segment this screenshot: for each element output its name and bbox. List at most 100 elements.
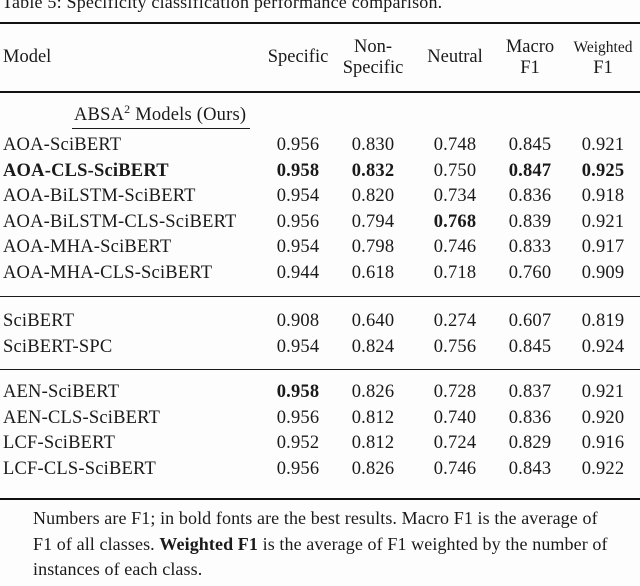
metric-cell: 0.826 <box>351 382 395 403</box>
metric-cell: 0.274 <box>433 311 477 332</box>
metric-cell: 0.837 <box>508 382 552 403</box>
metric-cell: 0.618 <box>351 262 395 283</box>
metric-cell: 0.794 <box>351 211 395 232</box>
metric-cell: 0.921 <box>581 211 625 232</box>
model-name-cell: AOA-SciBERT <box>3 135 122 156</box>
table-row: AOA-BiLSTM-CLS-SciBERT 0.956 0.794 0.768… <box>0 210 640 236</box>
metric-cell: 0.718 <box>433 262 477 283</box>
metric-cell: 0.836 <box>508 407 552 428</box>
metric-cell: 0.956 <box>276 407 320 428</box>
footnote-line: Numbers are F1; in bold fonts are the be… <box>33 508 598 528</box>
model-name-cell: SciBERT <box>3 311 75 332</box>
table-row: AOA-CLS-SciBERT 0.958 0.832 0.750 0.847 … <box>0 159 640 185</box>
weighted-f1-emphasis: Weighted F1 <box>159 533 258 554</box>
metric-cell: 0.924 <box>581 336 625 357</box>
table-section-aen-lcf: AEN-SciBERT 0.958 0.826 0.728 0.837 0.92… <box>0 370 640 500</box>
metric-cell: 0.640 <box>351 311 395 332</box>
metric-cell: 0.607 <box>508 311 552 332</box>
metric-cell: 0.920 <box>581 407 625 428</box>
metric-cell: 0.958 <box>276 160 320 181</box>
metric-cell: 0.909 <box>581 262 625 283</box>
metric-cell: 0.845 <box>508 135 552 156</box>
metric-cell: 0.954 <box>276 186 320 207</box>
table-section-scibert-baselines: SciBERT 0.908 0.640 0.274 0.607 0.819 Sc… <box>0 297 640 370</box>
model-name-cell: SciBERT-SPC <box>3 336 113 357</box>
model-name-cell: AOA-MHA-CLS-SciBERT <box>3 262 213 283</box>
section-header-absa2-models: ABSA2 Models (Ours) <box>72 103 251 129</box>
metric-cell: 0.921 <box>581 135 625 156</box>
metric-cell: 0.724 <box>433 433 477 454</box>
metric-cell: 0.826 <box>351 458 395 479</box>
model-name-cell: LCF-SciBERT <box>3 433 116 454</box>
model-name-cell: LCF-CLS-SciBERT <box>3 458 156 479</box>
results-table: Model Specific Non- Specific Neutral Mac… <box>0 22 640 500</box>
metric-cell: 0.746 <box>433 458 477 479</box>
metric-cell: 0.922 <box>581 458 625 479</box>
footnote-line: instances of each class. <box>33 559 203 579</box>
column-header-model: Model <box>3 47 52 67</box>
metric-cell: 0.956 <box>276 135 320 156</box>
metric-cell: 0.798 <box>351 237 395 258</box>
column-header-specific: Specific <box>267 47 329 67</box>
table-section-absa2-models: ABSA2 Models (Ours) AOA-SciBERT 0.956 0.… <box>0 93 640 297</box>
table-row: AOA-MHA-CLS-SciBERT 0.944 0.618 0.718 0.… <box>0 261 640 287</box>
model-name-cell: AEN-SciBERT <box>3 382 120 403</box>
metric-cell: 0.921 <box>581 382 625 403</box>
table-footnote: Numbers are F1; in bold fonts are the be… <box>33 506 639 583</box>
metric-cell: 0.750 <box>433 160 477 181</box>
model-name-cell: AOA-BiLSTM-SciBERT <box>3 186 196 207</box>
metric-cell: 0.833 <box>508 237 552 258</box>
table-row: AOA-MHA-SciBERT 0.954 0.798 0.746 0.833 … <box>0 235 640 261</box>
model-name-cell: AOA-MHA-SciBERT <box>3 237 172 258</box>
model-name-cell: AOA-CLS-SciBERT <box>3 160 169 181</box>
metric-cell: 0.916 <box>581 433 625 454</box>
metric-cell: 0.728 <box>433 382 477 403</box>
metric-cell: 0.925 <box>581 160 625 181</box>
metric-cell: 0.958 <box>276 382 320 403</box>
metric-cell: 0.845 <box>508 336 552 357</box>
metric-cell: 0.918 <box>581 186 625 207</box>
metric-cell: 0.954 <box>276 237 320 258</box>
metric-cell: 0.836 <box>508 186 552 207</box>
column-header-weighted-f1: Weighted F1 <box>573 38 633 78</box>
column-header-non-specific: Non- Specific <box>342 36 404 78</box>
metric-cell: 0.756 <box>433 336 477 357</box>
table-row: LCF-CLS-SciBERT 0.956 0.826 0.746 0.843 … <box>0 457 640 483</box>
model-name-cell: AOA-BiLSTM-CLS-SciBERT <box>3 211 237 232</box>
metric-cell: 0.847 <box>508 160 552 181</box>
metric-cell: 0.734 <box>433 186 477 207</box>
table-header-row: Model Specific Non- Specific Neutral Mac… <box>0 22 640 93</box>
metric-cell: 0.917 <box>581 237 625 258</box>
metric-cell: 0.740 <box>433 407 477 428</box>
table-row: AOA-SciBERT 0.956 0.830 0.748 0.845 0.92… <box>0 133 640 159</box>
metric-cell: 0.812 <box>351 433 395 454</box>
metric-cell: 0.819 <box>581 311 625 332</box>
column-header-neutral: Neutral <box>427 47 483 67</box>
metric-cell: 0.824 <box>351 336 395 357</box>
metric-cell: 0.952 <box>276 433 320 454</box>
metric-cell: 0.954 <box>276 336 320 357</box>
table-row: LCF-SciBERT 0.952 0.812 0.724 0.829 0.91… <box>0 431 640 457</box>
metric-cell: 0.956 <box>276 211 320 232</box>
metric-cell: 0.944 <box>276 262 320 283</box>
metric-cell: 0.748 <box>433 135 477 156</box>
metric-cell: 0.839 <box>508 211 552 232</box>
metric-cell: 0.843 <box>508 458 552 479</box>
metric-cell: 0.768 <box>433 211 477 232</box>
table-caption: Table 5: Specificity classification perf… <box>2 0 443 12</box>
table-row: AOA-BiLSTM-SciBERT 0.954 0.820 0.734 0.8… <box>0 184 640 210</box>
section-header-row: ABSA2 Models (Ours) <box>0 93 640 133</box>
metric-cell: 0.956 <box>276 458 320 479</box>
table-row: AEN-CLS-SciBERT 0.956 0.812 0.740 0.836 … <box>0 406 640 432</box>
model-name-cell: AEN-CLS-SciBERT <box>3 407 161 428</box>
metric-cell: 0.830 <box>351 135 395 156</box>
metric-cell: 0.829 <box>508 433 552 454</box>
metric-cell: 0.832 <box>351 160 395 181</box>
metric-cell: 0.820 <box>351 186 395 207</box>
metric-cell: 0.908 <box>276 311 320 332</box>
column-header-macro-f1: Macro F1 <box>505 36 555 78</box>
table-row: SciBERT-SPC 0.954 0.824 0.756 0.845 0.92… <box>0 335 640 361</box>
metric-cell: 0.760 <box>508 262 552 283</box>
metric-cell: 0.746 <box>433 237 477 258</box>
